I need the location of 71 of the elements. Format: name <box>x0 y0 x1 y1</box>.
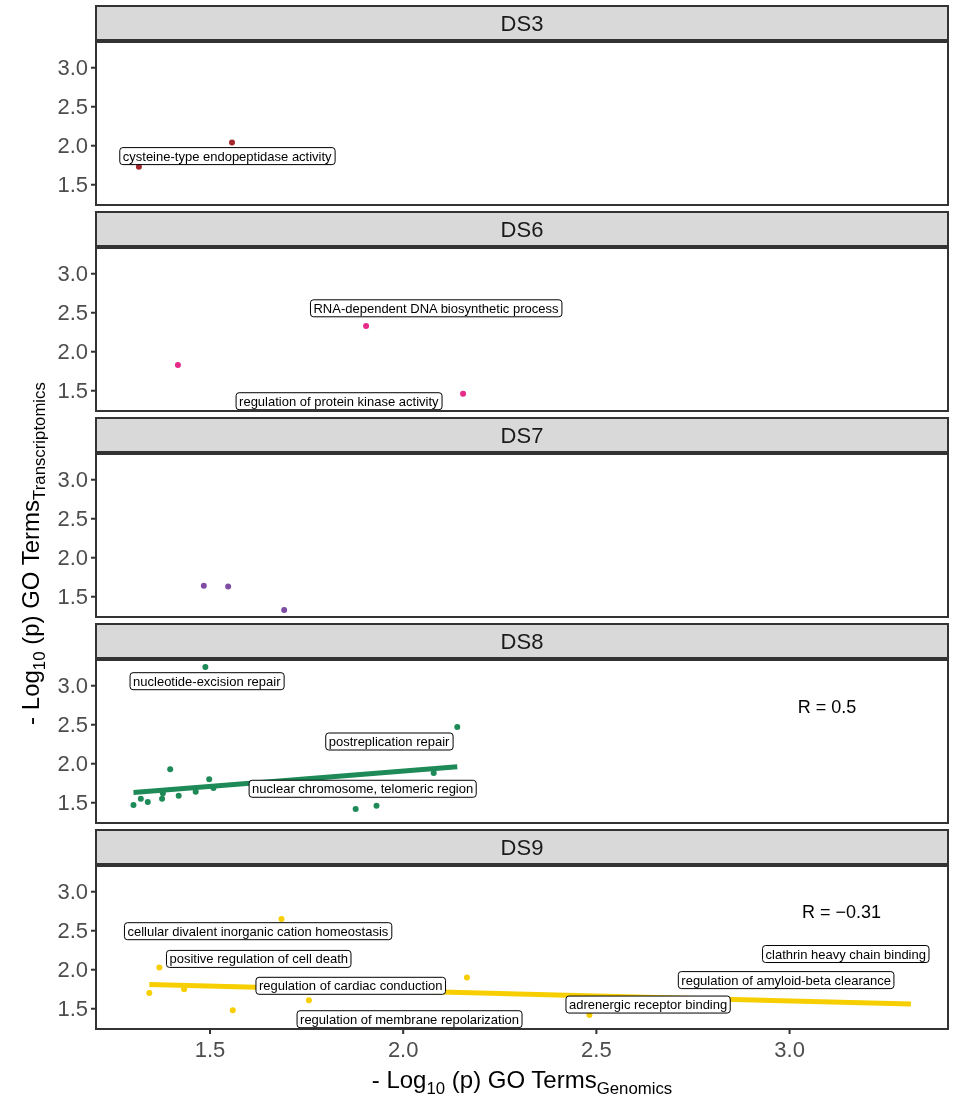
annotation: regulation of cardiac conduction <box>258 978 443 994</box>
x-tick-label: 2.0 <box>387 1036 419 1062</box>
y-tick-label: 1.5 <box>57 172 88 198</box>
y-tick-label: 2.0 <box>57 133 88 159</box>
x-tick-label: 2.5 <box>581 1036 612 1062</box>
annotation: clathrin heavy chain binding <box>765 946 926 962</box>
point <box>167 766 174 773</box>
y-tick-label: 3.0 <box>57 55 88 81</box>
point <box>200 582 207 589</box>
point <box>192 788 199 795</box>
point <box>137 795 144 802</box>
y-tick-label: 2.5 <box>57 918 88 944</box>
point <box>206 776 213 783</box>
annotation: cellular divalent inorganic cation homeostasis <box>127 923 389 939</box>
chart-title: DS3 <box>500 10 544 36</box>
point <box>130 802 137 809</box>
annotation: postreplication repair <box>328 734 451 749</box>
y-tick-label: 2.0 <box>57 339 88 365</box>
chart-title: DS8 <box>500 628 544 654</box>
annotation: R = −0.31 <box>801 901 882 922</box>
y-tick-label: 1.5 <box>57 584 88 610</box>
y-tick-label: 1.5 <box>57 790 88 816</box>
annotation: RNA-dependent DNA biosynthetic process <box>313 300 559 316</box>
point <box>202 664 209 671</box>
y-tick-label: 1.5 <box>57 378 88 404</box>
y-tick-label: 3.0 <box>57 673 88 699</box>
y-tick-label: 1.5 <box>57 996 88 1022</box>
point <box>174 361 181 368</box>
y-tick-label: 2.5 <box>57 506 88 532</box>
annotation: cysteine-type endopeptidase activity <box>122 148 333 164</box>
chart-title: DS9 <box>500 834 544 860</box>
point <box>225 583 232 590</box>
point <box>281 606 288 613</box>
annotation: regulation of amyloid-beta clearance <box>681 972 891 988</box>
point <box>146 990 153 997</box>
annotation: positive regulation of cell death <box>169 951 348 967</box>
annotation: R = 0.5 <box>797 697 857 718</box>
y-tick-label: 3.0 <box>57 879 88 905</box>
annotation: adrenergic receptor binding <box>568 997 728 1013</box>
x-tick-label: 3.0 <box>774 1036 805 1062</box>
point <box>278 916 285 923</box>
point <box>305 997 312 1004</box>
annotation: nucleotide-excision repair <box>133 673 282 689</box>
y-tick-label: 2.5 <box>57 94 88 120</box>
point <box>144 798 151 805</box>
chart-title: DS7 <box>500 422 544 448</box>
point <box>373 802 380 809</box>
point <box>229 1007 236 1014</box>
chart-title: DS6 <box>500 216 544 242</box>
point <box>156 964 163 971</box>
point <box>463 974 470 981</box>
x-tick-label: 1.5 <box>194 1036 226 1062</box>
x-axis-title: - Log$_{10}$ (p) GO Terms$_{Genomics}$ <box>371 1065 673 1098</box>
point <box>175 792 182 799</box>
y-tick-label: 2.0 <box>57 751 88 777</box>
point <box>352 805 359 812</box>
y-tick-label: 2.0 <box>57 957 88 983</box>
annotation: nuclear chromosome, telomeric region <box>252 781 474 797</box>
y-tick-label: 2.5 <box>57 300 88 326</box>
point <box>159 795 166 802</box>
annotation: regulation of protein kinase activity <box>239 393 440 409</box>
point <box>363 322 370 329</box>
point <box>430 770 437 777</box>
y-tick-label: 2.0 <box>57 545 88 571</box>
y-tick-label: 2.5 <box>57 712 88 738</box>
point <box>454 724 461 731</box>
annotation: regulation of membrane repolarization <box>300 1011 520 1027</box>
y-tick-label: 3.0 <box>57 467 88 493</box>
point <box>181 986 188 993</box>
y-tick-label: 3.0 <box>57 261 88 287</box>
point <box>460 390 467 397</box>
